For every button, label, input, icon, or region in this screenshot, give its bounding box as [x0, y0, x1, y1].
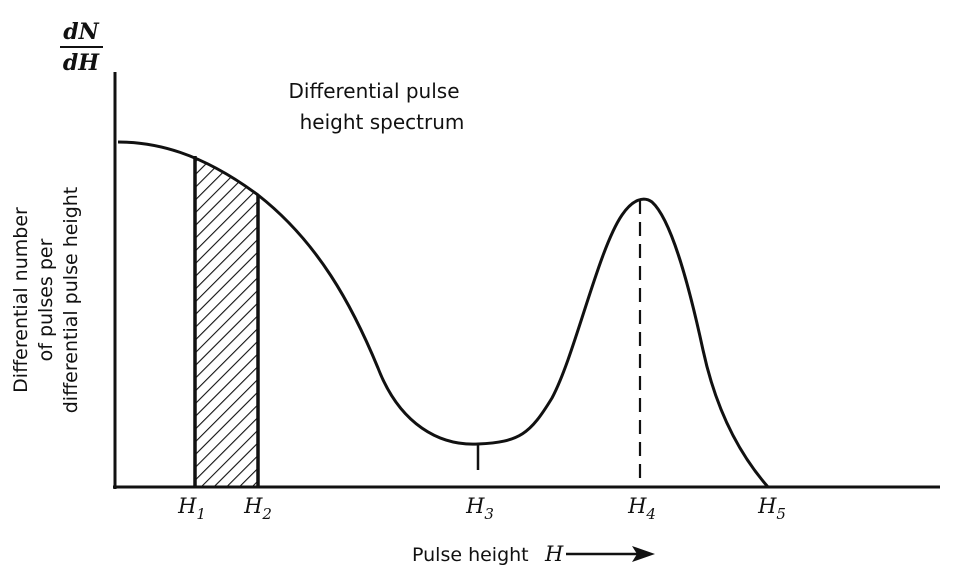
x-axis-symbol: H [544, 542, 564, 566]
marker-h5: H5 [757, 494, 786, 523]
y-axis-symbol-denominator: dH [63, 50, 100, 76]
y-axis-label-line-3: differential pulse height [60, 187, 82, 414]
curve-label-line-2: height spectrum [300, 110, 465, 134]
marker-h3: H3 [465, 494, 494, 523]
marker-h1: H1 [177, 494, 206, 523]
hatched-area-h1-h2 [195, 158, 258, 487]
right-arrow-icon [566, 546, 655, 562]
marker-h4: H4 [627, 494, 656, 523]
marker-h2: H2 [243, 494, 272, 523]
spectrum-curve [117, 140, 770, 488]
y-axis-label-line-2: of pulses per [35, 238, 57, 361]
curve-label-line-1: Differential pulse [288, 79, 459, 103]
x-axis-label: Pulse height [412, 544, 529, 566]
y-axis-symbol-numerator: dN [63, 19, 99, 45]
y-axis-label-line-1: Differential number [10, 207, 32, 393]
